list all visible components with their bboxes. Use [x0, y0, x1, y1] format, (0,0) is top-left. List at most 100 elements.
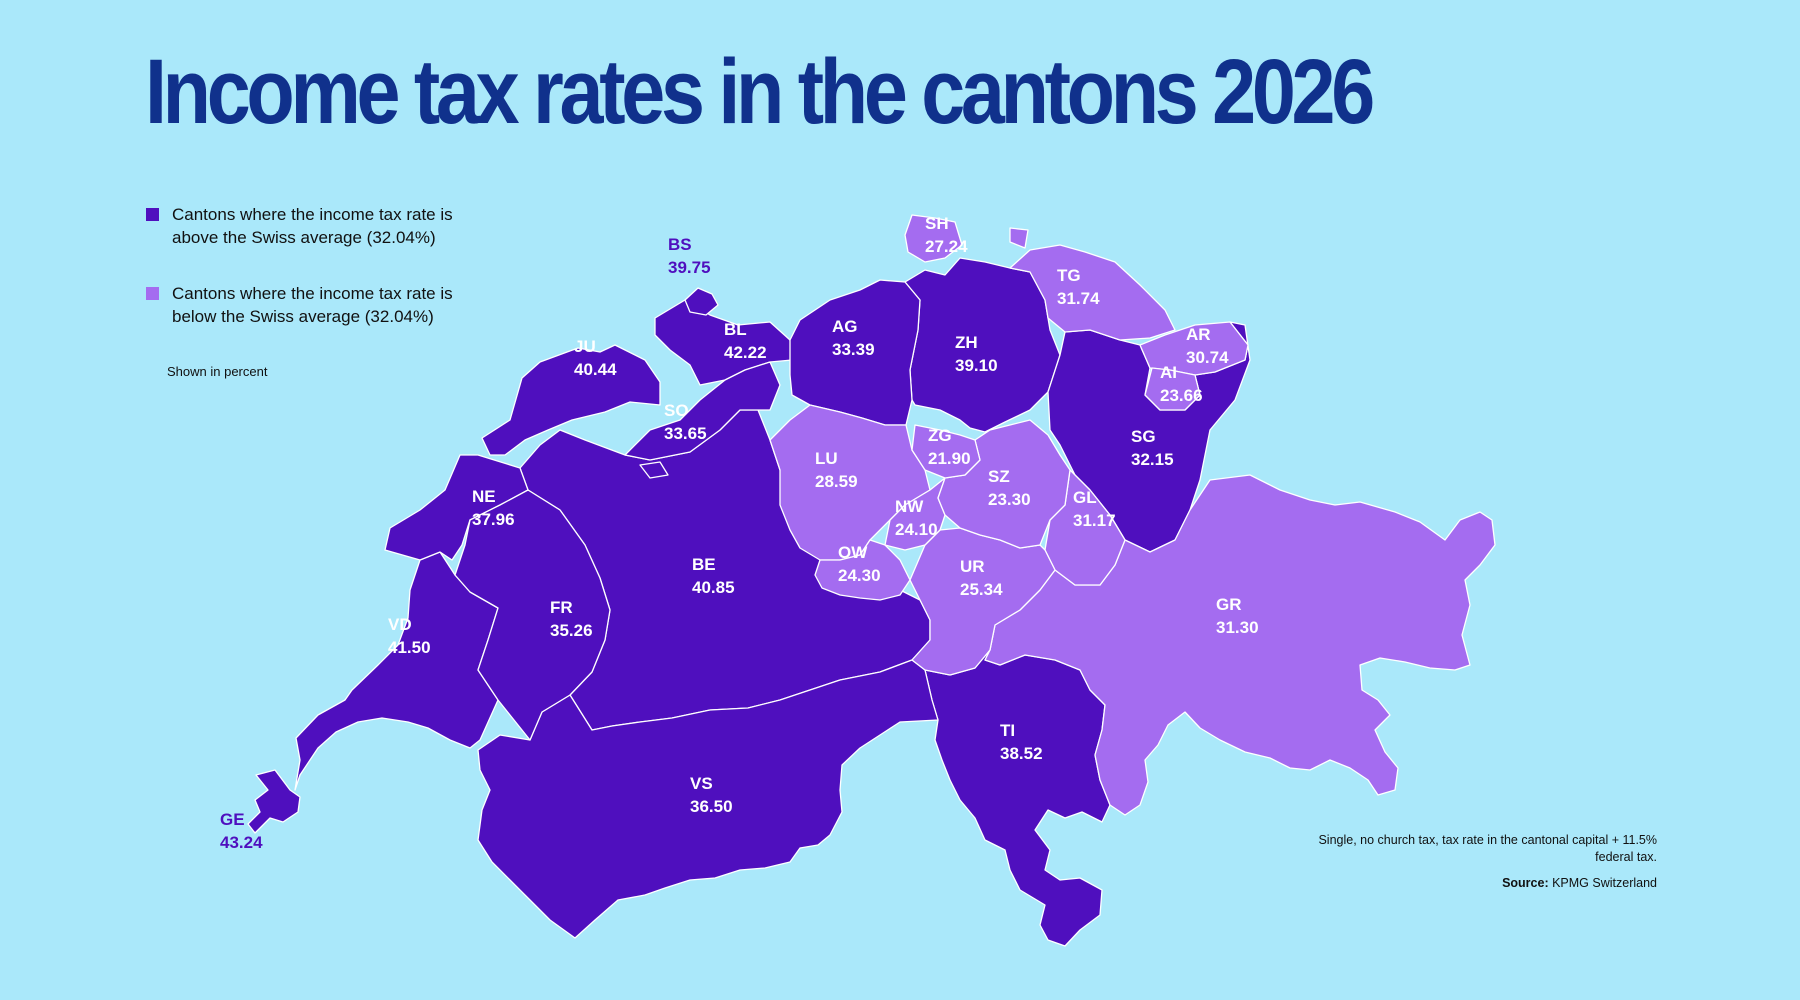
- legend-swatch-below: [146, 287, 159, 300]
- canton-code-bl: BL: [724, 320, 747, 339]
- canton-label-sg: SG 32.15: [1131, 427, 1174, 469]
- canton-rate-lu: 28.59: [815, 472, 858, 491]
- canton-label-sz: SZ 23.30: [988, 467, 1031, 509]
- canton-label-ge: GE 43.24: [220, 810, 263, 852]
- footnote: Single, no church tax, tax rate in the c…: [1318, 833, 1657, 864]
- canton-rate-bs: 39.75: [668, 258, 711, 277]
- canton-code-ag: AG: [832, 317, 858, 336]
- canton-code-sg: SG: [1131, 427, 1156, 446]
- legend-label-above: Cantons where the income tax rate is abo…: [172, 205, 453, 247]
- canton-label-nw: NW 24.10: [895, 497, 938, 539]
- canton-code-ti: TI: [1000, 721, 1015, 740]
- canton-label-lu: LU 28.59: [815, 449, 858, 491]
- canton-rate-zg: 21.90: [928, 449, 971, 468]
- canton-rate-ar: 30.74: [1186, 348, 1229, 367]
- canton-rate-zh: 39.10: [955, 356, 998, 375]
- canton-ai: [1144, 367, 1201, 411]
- canton-code-ai: AI: [1160, 363, 1177, 382]
- canton-rate-tg: 31.74: [1057, 289, 1100, 308]
- unit-note: Shown in percent: [167, 364, 268, 379]
- canton-sh: [904, 214, 1029, 263]
- canton-code-gl: GL: [1073, 488, 1097, 507]
- canton-vs: [477, 659, 939, 939]
- canton-label-be: BE 40.85: [692, 555, 735, 597]
- canton-label-bs: BS 39.75: [668, 235, 711, 277]
- canton-label-vd: VD 41.50: [388, 615, 431, 657]
- canton-label-sh: SH 27.24: [925, 214, 968, 256]
- canton-code-ar: AR: [1186, 325, 1211, 344]
- canton-label-vs: VS 36.50: [690, 774, 733, 816]
- canton-rate-sz: 23.30: [988, 490, 1031, 509]
- canton-label-tg: TG 31.74: [1057, 266, 1100, 308]
- canton-label-gr: GR 31.30: [1216, 595, 1259, 637]
- source-line: Source: KPMG Switzerland: [1502, 876, 1657, 890]
- canton-rate-vs: 36.50: [690, 797, 733, 816]
- canton-rate-ag: 33.39: [832, 340, 875, 359]
- canton-code-so: SO: [664, 401, 689, 420]
- canton-label-ar: AR 30.74: [1186, 325, 1229, 367]
- canton-code-sh: SH: [925, 214, 949, 233]
- canton-label-ti: TI 38.52: [1000, 721, 1043, 763]
- canton-rate-ju: 40.44: [574, 360, 617, 379]
- canton-code-ow: OW: [838, 543, 868, 562]
- legend-below: Cantons where the income tax rate is bel…: [146, 282, 486, 328]
- canton-ge: [247, 769, 301, 834]
- canton-code-vs: VS: [690, 774, 713, 793]
- canton-label-so: SO 33.65: [664, 401, 707, 443]
- canton-rate-ne: 37.96: [472, 510, 515, 529]
- canton-code-lu: LU: [815, 449, 838, 468]
- canton-rate-fr: 35.26: [550, 621, 593, 640]
- canton-rate-ge: 43.24: [220, 833, 263, 852]
- canton-code-ne: NE: [472, 487, 496, 506]
- canton-rate-ai: 23.66: [1160, 386, 1203, 405]
- canton-code-ge: GE: [220, 810, 245, 829]
- canton-code-tg: TG: [1057, 266, 1081, 285]
- canton-rate-sh: 27.24: [925, 237, 968, 256]
- canton-code-fr: FR: [550, 598, 573, 617]
- canton-rate-nw: 24.10: [895, 520, 938, 539]
- canton-label-ju: JU 40.44: [574, 337, 617, 379]
- canton-gr: [984, 474, 1496, 816]
- canton-ow: [814, 539, 911, 601]
- canton-code-zh: ZH: [955, 333, 978, 352]
- legend-above: Cantons where the income tax rate is abo…: [146, 203, 486, 249]
- canton-so: [624, 361, 781, 479]
- source-name: KPMG Switzerland: [1552, 876, 1657, 890]
- canton-code-ur: UR: [960, 557, 985, 576]
- canton-sz: [937, 419, 1071, 549]
- canton-rate-bl: 42.22: [724, 343, 767, 362]
- map-title: Income tax rates in the cantons 2026: [145, 41, 1375, 143]
- canton-code-be: BE: [692, 555, 716, 574]
- legend-swatch-above: [146, 208, 159, 221]
- canton-label-ai: AI 23.66: [1160, 363, 1203, 405]
- canton-code-ju: JU: [574, 337, 596, 356]
- canton-rate-vd: 41.50: [388, 638, 431, 657]
- canton-zg: [911, 424, 981, 479]
- canton-rate-ur: 25.34: [960, 580, 1003, 599]
- legend-label-below: Cantons where the income tax rate is bel…: [172, 284, 453, 326]
- canton-ju: [481, 344, 661, 456]
- canton-bs: [684, 287, 719, 316]
- canton-rate-ti: 38.52: [1000, 744, 1043, 763]
- canton-label-zg: ZG 21.90: [928, 426, 971, 468]
- canton-code-bs: BS: [668, 235, 692, 254]
- canton-label-bl: BL 42.22: [724, 320, 767, 362]
- canton-rate-be: 40.85: [692, 578, 735, 597]
- canton-label-ur: UR 25.34: [960, 557, 1003, 599]
- canton-code-vd: VD: [388, 615, 412, 634]
- canton-label-fr: FR 35.26: [550, 598, 593, 640]
- canton-label-ne: NE 37.96: [472, 487, 515, 529]
- canton-code-sz: SZ: [988, 467, 1010, 486]
- source-label: Source:: [1502, 876, 1549, 890]
- canton-code-zg: ZG: [928, 426, 952, 445]
- canton-gl: [1044, 469, 1126, 586]
- canton-label-zh: ZH 39.10: [955, 333, 998, 375]
- canton-rate-sg: 32.15: [1131, 450, 1174, 469]
- canton-tg: [1009, 244, 1176, 341]
- canton-ti: [924, 649, 1111, 947]
- canton-label-ag: AG 33.39: [832, 317, 875, 359]
- canton-rate-so: 33.65: [664, 424, 707, 443]
- canton-rate-ow: 24.30: [838, 566, 881, 585]
- canton-rate-gl: 31.17: [1073, 511, 1116, 530]
